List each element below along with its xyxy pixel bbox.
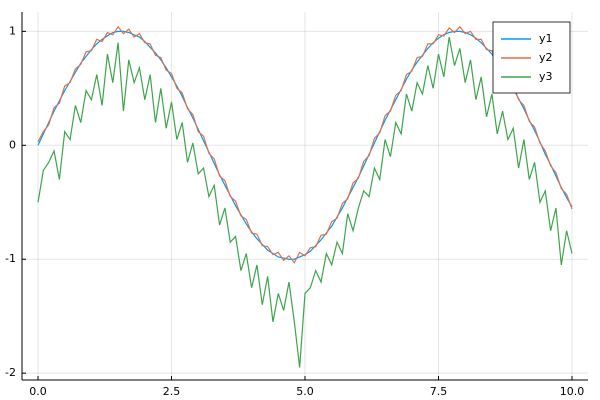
line [37, 25, 573, 264]
x-tick-label: 0.0 [29, 385, 47, 398]
y-tick-label: -1 [5, 252, 16, 265]
line [37, 30, 573, 260]
x-tick-label: 7.5 [430, 385, 448, 398]
y-tick-label: -2 [5, 366, 16, 379]
legend-label: y1 [539, 32, 553, 45]
legend-label: y3 [539, 70, 553, 83]
line [37, 36, 573, 368]
x-tick-label: 2.5 [163, 385, 181, 398]
y-tick-label: 0 [9, 138, 16, 151]
legend-label: y2 [539, 51, 553, 64]
x-tick-label: 10.0 [560, 385, 585, 398]
y-tick-label: 1 [9, 24, 16, 37]
x-tick-label: 5.0 [296, 385, 314, 398]
